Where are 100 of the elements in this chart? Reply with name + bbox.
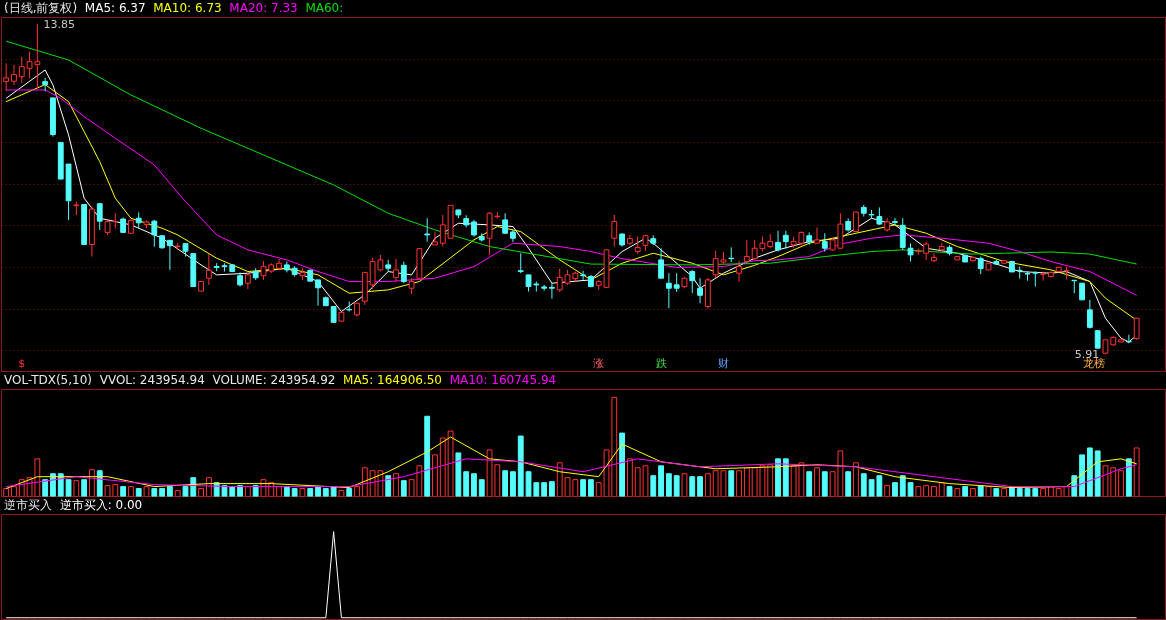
- candlestick: [580, 270, 587, 281]
- candlestick: [1125, 334, 1132, 344]
- bar: [549, 481, 555, 497]
- bar: [728, 470, 735, 497]
- bar: [283, 486, 290, 497]
- bar: [541, 482, 548, 497]
- text: MA5: 6.37: [84, 1, 146, 15]
- candlestick: [743, 239, 750, 263]
- bar: [471, 473, 477, 497]
- bar: [697, 476, 703, 497]
- bar: [502, 470, 509, 497]
- bar: [346, 488, 353, 497]
- bar: [673, 475, 680, 497]
- annotation: 跌: [655, 357, 667, 371]
- candlestick: [276, 258, 282, 271]
- chart-title: (日线,前复权): [4, 1, 78, 15]
- candlestick: [432, 231, 438, 246]
- candlestick: [1086, 299, 1093, 330]
- bar: [580, 479, 587, 497]
- bar: [1125, 458, 1132, 497]
- bar: [307, 488, 314, 497]
- candlestick: [821, 232, 828, 253]
- bar: [151, 488, 158, 497]
- bar: [1079, 454, 1085, 497]
- candlestick: [931, 252, 937, 263]
- bar: [689, 476, 696, 497]
- candlestick: [424, 217, 431, 243]
- bar: [821, 471, 828, 497]
- candlestick: [892, 217, 898, 226]
- bar: [845, 471, 852, 497]
- candlestick: [502, 212, 509, 234]
- bar: [658, 465, 664, 497]
- bar: [946, 486, 953, 497]
- chart-title: VOL-TDX(5,10): [4, 373, 93, 387]
- bar: [619, 432, 626, 497]
- bar: [510, 471, 516, 497]
- annotation: 13.85: [43, 17, 76, 31]
- candlestick: [1040, 271, 1047, 282]
- text: MA10: 6.73: [153, 1, 222, 15]
- candlestick: [923, 241, 930, 261]
- candlestick: [611, 214, 618, 248]
- annotation: 涨: [593, 357, 605, 371]
- bar: [120, 486, 127, 497]
- bar: [400, 480, 407, 497]
- text: MA5: 164906.50: [343, 373, 442, 387]
- candlestick: [775, 230, 781, 253]
- candlestick: [549, 282, 555, 300]
- candlestick: [3, 62, 10, 92]
- candlestick: [315, 279, 321, 307]
- bar: [806, 471, 813, 497]
- candlestick: [541, 284, 548, 292]
- bar: [782, 458, 789, 497]
- bar: [455, 452, 462, 497]
- candlestick: [205, 253, 212, 286]
- candlestick: [393, 258, 399, 283]
- text: MA20: 7.33: [229, 1, 298, 15]
- bar: [665, 473, 672, 497]
- chart-title: 逆市买入: [4, 498, 52, 512]
- candlestick: [96, 203, 103, 231]
- bar: [96, 470, 103, 497]
- bar: [860, 473, 867, 497]
- bar: [322, 488, 329, 497]
- candlestick: [814, 226, 820, 244]
- text: VVOL: 243954.94: [99, 373, 205, 387]
- bar: [42, 479, 49, 497]
- bar: [962, 486, 969, 497]
- candlestick: [18, 56, 25, 84]
- candlestick: [907, 242, 914, 263]
- candlestick: [689, 269, 696, 294]
- bar: [315, 486, 321, 497]
- bar: [291, 488, 298, 497]
- bar: [81, 479, 88, 497]
- text: VOLUME: 243954.92: [212, 373, 336, 387]
- bar: [424, 415, 431, 497]
- candlestick: [853, 211, 859, 233]
- bar: [775, 458, 781, 497]
- candlestick: [151, 219, 158, 248]
- text: 逆市买入: 0.00: [59, 498, 143, 512]
- bar: [237, 485, 243, 497]
- bar: [135, 488, 142, 497]
- bar: [252, 485, 259, 497]
- candlestick: [517, 252, 524, 274]
- bar: [587, 479, 594, 497]
- bar: [1086, 447, 1093, 497]
- text: MA60:: [305, 1, 344, 15]
- candlestick: [400, 261, 407, 284]
- bar: [166, 486, 173, 497]
- candlestick: [899, 217, 906, 251]
- bar: [977, 485, 984, 497]
- candlestick: [673, 272, 680, 293]
- candlestick: [439, 214, 446, 248]
- candlestick: [658, 247, 664, 279]
- bar: [159, 488, 166, 497]
- bar: [478, 479, 485, 497]
- candlestick: [11, 64, 17, 86]
- candlestick: [736, 260, 742, 283]
- text: MA10: 160745.94: [449, 373, 557, 387]
- bar: [892, 482, 898, 497]
- candlestick: [665, 272, 672, 309]
- candlestick: [1133, 317, 1140, 341]
